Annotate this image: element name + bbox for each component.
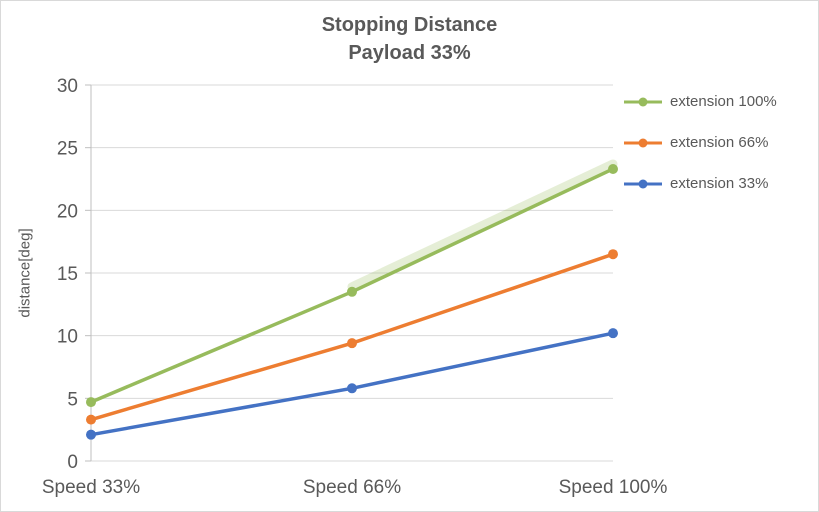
y-tick-label: 15 xyxy=(57,264,78,285)
data-point-marker xyxy=(86,397,96,408)
legend-label: extension 100% xyxy=(670,93,777,110)
series-glow xyxy=(347,159,618,292)
legend: extension 100% extension 66% extension 33% xyxy=(623,93,777,192)
data-point-marker xyxy=(86,429,96,440)
legend-label: extension 33% xyxy=(670,175,769,192)
data-point-marker xyxy=(608,328,618,339)
chart-title-line2: Payload 33% xyxy=(348,42,471,64)
y-tick-label: 30 xyxy=(57,76,78,97)
x-tick-label: Speed 33% xyxy=(42,477,140,498)
x-tick-label: Speed 100% xyxy=(559,477,668,498)
y-tick-label: 20 xyxy=(57,201,78,222)
data-point-marker xyxy=(347,383,357,394)
y-tick-label: 0 xyxy=(67,452,78,473)
chart-title: Stopping Distance Payload 33% xyxy=(1,11,818,67)
data-point-marker xyxy=(347,286,357,297)
y-tick-label: 25 xyxy=(57,139,78,160)
data-point-marker xyxy=(347,338,357,349)
chart-title-line1: Stopping Distance xyxy=(321,14,498,36)
legend-item: extension 66% xyxy=(623,134,777,151)
legend-swatch xyxy=(624,179,662,188)
y-tick-label: 5 xyxy=(67,389,78,410)
series-line xyxy=(89,252,615,422)
legend-swatch xyxy=(624,138,662,147)
y-axis-title: distance[deg] xyxy=(16,228,34,318)
x-tick-label: Speed 66% xyxy=(303,477,401,498)
data-point-marker xyxy=(608,249,618,260)
data-point-marker xyxy=(608,163,618,174)
legend-item: extension 33% xyxy=(623,175,777,192)
data-point-marker xyxy=(86,414,96,425)
legend-label: extension 66% xyxy=(670,134,769,151)
y-tick-label: 10 xyxy=(57,327,78,348)
legend-swatch xyxy=(624,97,662,106)
legend-item: extension 100% xyxy=(623,93,777,110)
